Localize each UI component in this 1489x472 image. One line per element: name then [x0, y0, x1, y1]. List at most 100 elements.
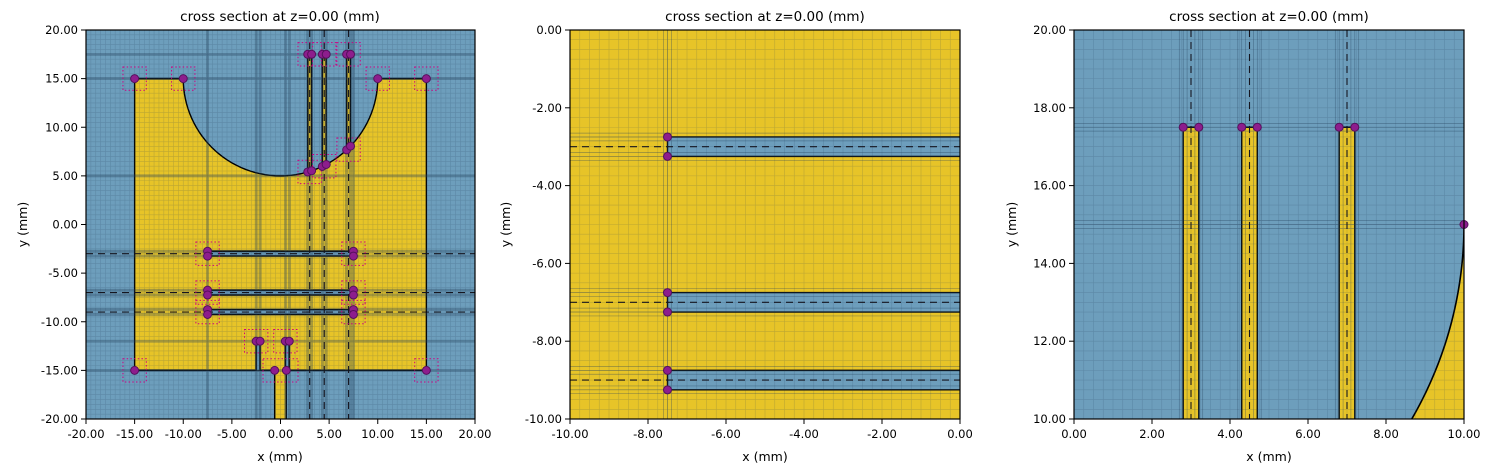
x-tick-label: -6.00	[711, 427, 741, 441]
vertex-marker	[130, 74, 140, 84]
y-tick-label: 0.00	[52, 218, 78, 232]
vertex-marker	[421, 74, 431, 84]
plot1-xlabel: x (mm)	[257, 449, 302, 464]
material-region	[285, 341, 290, 371]
vertex-marker	[1194, 122, 1204, 132]
mesh-grid	[86, 30, 475, 419]
plot2-xlabel: x (mm)	[742, 449, 787, 464]
y-tick-label: -4.00	[532, 179, 562, 193]
x-tick-label: -15.00	[116, 427, 153, 441]
y-tick-label: 15.00	[45, 72, 78, 86]
y-tick-label: 0.00	[536, 23, 562, 37]
x-tick-label: 2.00	[1139, 427, 1165, 441]
plot-background	[570, 30, 960, 419]
material-region	[1411, 224, 1464, 419]
y-tick-label: -6.00	[532, 256, 562, 270]
vertex-marker	[1237, 122, 1247, 132]
vertex-marker	[203, 251, 213, 261]
vertex-marker	[130, 365, 140, 375]
x-tick-label: -10.00	[551, 427, 588, 441]
x-tick-label: -8.00	[633, 427, 663, 441]
vertex-marker	[663, 365, 672, 375]
x-tick-label: -20.00	[67, 427, 104, 441]
plot-area	[1074, 30, 1464, 419]
plot2-title: cross section at z=0.00 (mm)	[665, 9, 865, 25]
vertex-marker	[178, 74, 188, 84]
plot1-title: cross section at z=0.00 (mm)	[180, 9, 380, 25]
mesh-refined-band	[86, 30, 475, 419]
y-tick-label: 10.00	[1033, 412, 1066, 426]
vertex-marker	[307, 49, 317, 59]
x-tick-label: 0.00	[947, 427, 973, 441]
y-tick-label: 16.00	[1033, 179, 1066, 193]
vertex-marker	[307, 166, 317, 176]
x-tick-label: 6.00	[1295, 427, 1321, 441]
y-tick-label: 5.00	[52, 169, 78, 183]
axes-left: -20.00 -15.00 -10.00 -5.00 0.00 5.00 10.00 15.0…	[41, 23, 492, 441]
y-tick-label: 10.00	[45, 120, 78, 134]
region-edge	[273, 369, 288, 419]
material-region	[307, 54, 312, 173]
vertex-marker	[348, 290, 358, 300]
y-tick-label: -10.00	[525, 412, 562, 426]
x-tick-label: 15.00	[410, 427, 443, 441]
mesh-grid	[570, 30, 960, 419]
plot2-ylabel: y (mm)	[498, 202, 513, 247]
mesh-refined-band	[1074, 30, 1464, 419]
y-tick-label: 20.00	[1033, 23, 1066, 37]
vertex-marker	[1350, 122, 1360, 132]
x-tick-label: -4.00	[789, 427, 819, 441]
plot3-xlabel: x (mm)	[1246, 449, 1291, 464]
vertex-marker	[421, 365, 431, 375]
vertex-marker	[346, 141, 356, 151]
plot-area	[86, 30, 475, 419]
y-tick-label: 14.00	[1033, 256, 1066, 270]
x-tick-label: 0.00	[268, 427, 294, 441]
vertex-marker	[346, 49, 356, 59]
vertex-marker	[284, 336, 294, 346]
axes-middle: -10.00 -8.00 -6.00 -4.00 -2.00 0.00 0.00 -2.00 -…	[525, 23, 973, 441]
y-tick-label: 18.00	[1033, 101, 1066, 115]
vertex-marker	[348, 309, 358, 319]
refine-box	[122, 42, 439, 383]
vertex-marker	[281, 365, 291, 375]
plot3-title: cross section at z=0.00 (mm)	[1169, 9, 1369, 25]
vertex-marker	[663, 385, 672, 395]
vertex-marker	[1178, 122, 1188, 132]
vertex-marker	[203, 290, 213, 300]
vertex-marker	[321, 160, 331, 169]
y-tick-label: 20.00	[45, 23, 78, 37]
plot-area	[570, 30, 960, 419]
x-tick-label: 5.00	[316, 427, 342, 441]
vertex-marker	[663, 307, 672, 317]
vertex-marker	[270, 365, 280, 375]
axes-right: 0.00 2.00 4.00 6.00 8.00 10.00 10.00 12.00 14.00…	[1033, 23, 1480, 441]
x-tick-label: -10.00	[165, 427, 202, 441]
vertex-marker	[321, 49, 331, 59]
x-tick-label: 0.00	[1061, 427, 1087, 441]
material-region	[274, 369, 287, 419]
y-tick-label: -10.00	[41, 315, 78, 329]
section-cut-line	[86, 30, 475, 419]
y-tick-label: -15.00	[41, 363, 78, 377]
y-tick-label: 12.00	[1033, 334, 1066, 348]
vertex-marker	[348, 251, 358, 261]
arc-edge	[1411, 224, 1464, 419]
y-tick-label: -5.00	[48, 266, 78, 280]
vertex-marker	[663, 151, 672, 161]
plot3-ylabel: y (mm)	[1004, 202, 1019, 247]
x-tick-label: 10.00	[361, 427, 394, 441]
x-tick-label: 10.00	[1448, 427, 1481, 441]
vertex-marker	[203, 309, 213, 319]
x-tick-label: 4.00	[1217, 427, 1243, 441]
x-tick-label: -5.00	[217, 427, 247, 441]
vertex-marker	[1252, 122, 1262, 132]
y-tick-label: -2.00	[532, 101, 562, 115]
section-cut-line	[570, 146, 960, 381]
vertex-marker	[255, 336, 265, 346]
material-region	[322, 54, 327, 167]
mesh-refined-band	[570, 30, 960, 419]
plot-background	[1074, 30, 1464, 419]
